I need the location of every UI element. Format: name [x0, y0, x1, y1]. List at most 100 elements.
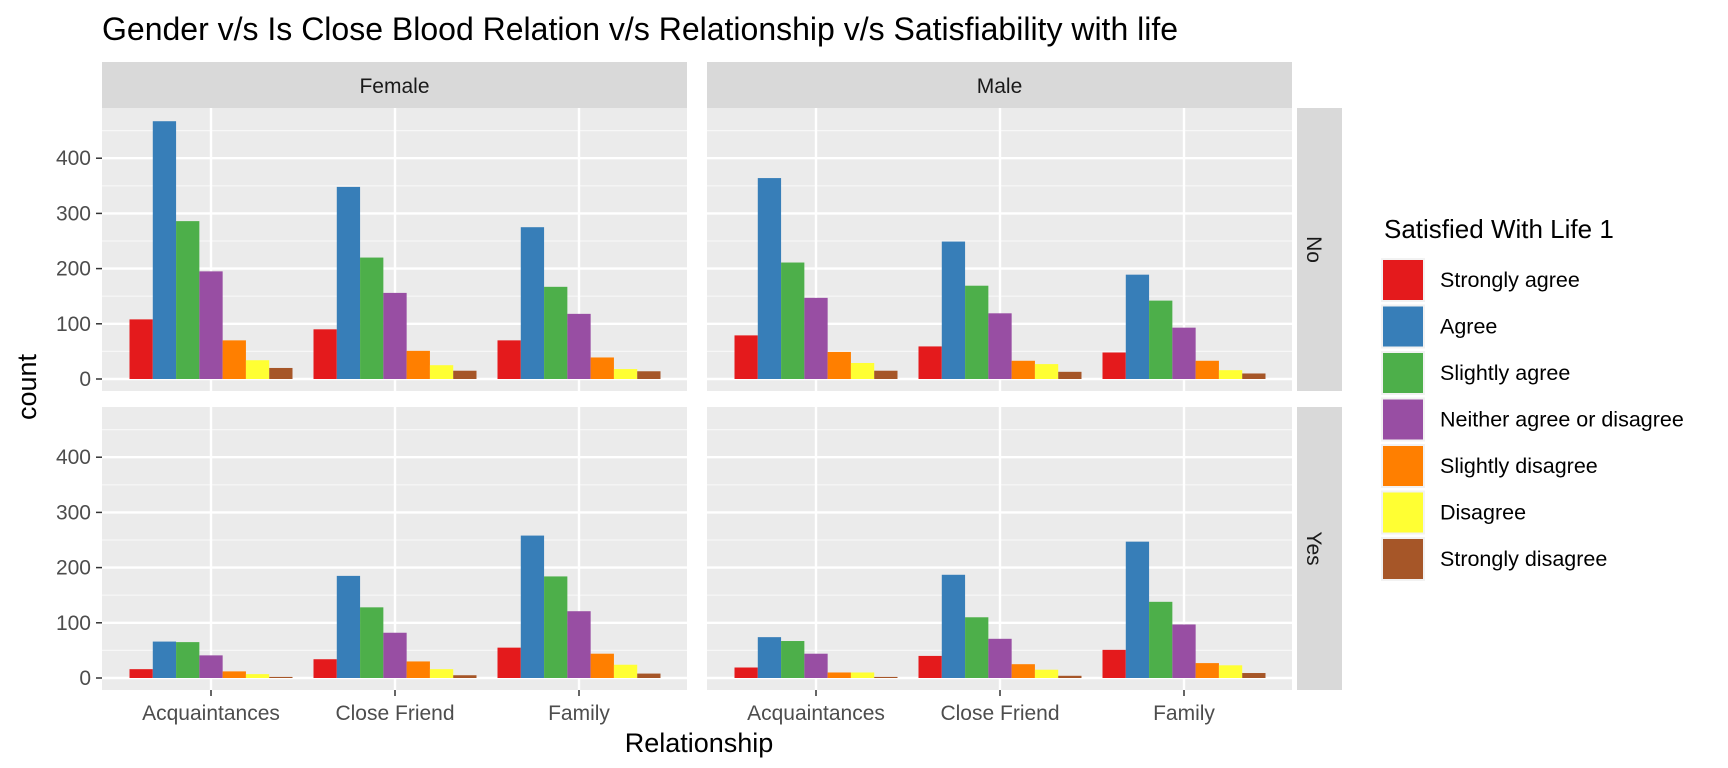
legend-swatch-agree [1383, 306, 1423, 347]
bar-male-no-acquaintances-strongly-disagree [874, 370, 898, 379]
bar-female-yes-close-friend-slightly-agree [360, 607, 384, 678]
bar-male-yes-family-slightly-disagree [1195, 663, 1219, 678]
y-tick-label: 200 [56, 557, 91, 580]
x-tick-label: Close Friend [335, 702, 454, 725]
bar-male-no-acquaintances-strongly-agree [734, 335, 758, 379]
bar-male-yes-acquaintances-agree [757, 637, 782, 678]
bar-female-yes-close-friend-agree [336, 575, 361, 678]
legend-swatch-neither-agree-or-disagree [1383, 399, 1423, 440]
bar-male-no-family-strongly-disagree [1242, 373, 1266, 379]
y-tick-label: 400 [56, 147, 91, 170]
bar-female-yes-close-friend-neither-agree-or-disagree [383, 632, 407, 678]
y-tick-label: 400 [56, 446, 91, 469]
x-tick-label: Family [1153, 702, 1215, 725]
bar-female-no-family-slightly-disagree [590, 357, 614, 379]
bar-male-no-close-friend-slightly-disagree [1011, 360, 1035, 379]
bar-female-yes-acquaintances-neither-agree-or-disagree [199, 655, 223, 678]
bar-male-yes-acquaintances-neither-agree-or-disagree [804, 653, 828, 678]
bar-male-no-close-friend-agree [941, 241, 966, 379]
bar-male-yes-family-agree [1125, 541, 1150, 678]
bar-female-yes-close-friend-strongly-disagree [453, 675, 477, 678]
bar-male-no-close-friend-slightly-agree [965, 285, 989, 379]
bar-male-yes-close-friend-slightly-agree [965, 617, 989, 678]
bar-female-no-family-strongly-agree [497, 340, 521, 379]
bar-female-no-family-neither-agree-or-disagree [567, 313, 591, 379]
facet-label-no: No [1302, 236, 1325, 263]
bar-male-yes-close-friend-strongly-agree [918, 655, 942, 678]
bar-female-no-acquaintances-neither-agree-or-disagree [199, 271, 223, 379]
bar-female-yes-close-friend-slightly-disagree [406, 661, 430, 678]
x-tick-label: Close Friend [940, 702, 1059, 725]
y-tick-label: 100 [56, 313, 91, 336]
bar-male-no-acquaintances-agree [757, 178, 782, 379]
legend-label-strongly-disagree: Strongly disagree [1440, 547, 1607, 571]
bar-male-no-close-friend-strongly-agree [918, 346, 942, 379]
bar-male-no-acquaintances-slightly-agree [781, 262, 805, 379]
y-tick-label: 0 [79, 368, 91, 391]
bar-female-yes-family-agree [520, 535, 545, 678]
bar-female-yes-family-neither-agree-or-disagree [567, 611, 591, 678]
y-tick-label: 200 [56, 258, 91, 281]
facet-label-female: Female [359, 75, 429, 98]
bar-male-no-family-agree [1125, 274, 1150, 379]
bar-male-yes-close-friend-neither-agree-or-disagree [988, 638, 1012, 678]
bar-male-yes-acquaintances-slightly-agree [781, 641, 805, 678]
facet-label-male: Male [977, 75, 1023, 98]
x-tick-label: Family [548, 702, 610, 725]
bar-female-yes-acquaintances-slightly-agree [176, 642, 200, 678]
bar-male-no-close-friend-strongly-disagree [1058, 371, 1082, 379]
legend-swatch-strongly-agree [1383, 260, 1423, 300]
y-tick-label: 100 [56, 612, 91, 635]
bar-male-no-acquaintances-slightly-disagree [827, 351, 851, 379]
bar-male-yes-close-friend-slightly-disagree [1011, 664, 1035, 678]
bar-female-no-acquaintances-disagree [245, 360, 270, 379]
x-tick-label: Acquaintances [747, 702, 885, 725]
bar-female-no-acquaintances-slightly-agree [176, 221, 200, 379]
bar-male-yes-close-friend-disagree [1034, 669, 1059, 678]
bar-female-no-family-disagree [613, 369, 638, 379]
bar-male-no-close-friend-neither-agree-or-disagree [988, 313, 1012, 379]
bar-female-yes-family-slightly-disagree [590, 653, 614, 678]
panels-layer: Female Male No Yes 0 100 200 300 400 0 100 200 300 40… [56, 62, 1342, 725]
legend-swatch-strongly-disagree [1383, 539, 1423, 579]
bar-female-yes-acquaintances-strongly-disagree [269, 676, 293, 678]
bar-male-no-family-slightly-disagree [1195, 360, 1219, 379]
bar-male-yes-acquaintances-slightly-disagree [827, 672, 851, 678]
bar-female-yes-family-strongly-disagree [637, 673, 661, 678]
bar-female-yes-acquaintances-agree [152, 641, 177, 678]
bar-male-yes-acquaintances-strongly-disagree [874, 676, 898, 678]
bar-male-no-acquaintances-disagree [850, 362, 875, 379]
facet-label-yes: Yes [1302, 531, 1325, 565]
legend-label-strongly-agree: Strongly agree [1440, 268, 1580, 292]
bar-male-no-family-neither-agree-or-disagree [1172, 327, 1196, 379]
bar-male-no-family-strongly-agree [1102, 352, 1126, 379]
legend-swatch-slightly-disagree [1383, 446, 1423, 486]
bar-female-yes-close-friend-disagree [429, 669, 454, 678]
bar-male-yes-close-friend-strongly-disagree [1058, 675, 1082, 678]
bar-female-no-close-friend-neither-agree-or-disagree [383, 292, 407, 379]
bar-female-no-close-friend-disagree [429, 365, 454, 379]
bar-female-no-family-slightly-agree [544, 286, 568, 379]
bar-female-no-close-friend-slightly-agree [360, 257, 384, 379]
bar-female-no-family-strongly-disagree [637, 371, 661, 379]
chart-title: Gender v/s Is Close Blood Relation v/s R… [102, 11, 1178, 47]
bar-male-no-close-friend-disagree [1034, 364, 1059, 379]
legend: Satisfied With Life 1 Strongly agree Agre… [1381, 214, 1684, 581]
bar-female-yes-acquaintances-slightly-disagree [222, 671, 246, 678]
bar-female-no-close-friend-strongly-disagree [453, 370, 477, 379]
bar-female-no-acquaintances-agree [152, 121, 177, 379]
facet-strip-no [1297, 108, 1342, 391]
bar-male-no-family-slightly-agree [1149, 300, 1173, 379]
bar-female-yes-close-friend-strongly-agree [313, 659, 337, 678]
bar-female-no-close-friend-strongly-agree [313, 329, 337, 379]
bar-male-yes-family-disagree [1218, 665, 1243, 678]
bar-female-no-close-friend-agree [336, 186, 361, 379]
bar-female-no-acquaintances-slightly-disagree [222, 340, 246, 379]
bar-male-no-acquaintances-neither-agree-or-disagree [804, 297, 828, 379]
bar-male-yes-family-strongly-disagree [1242, 673, 1266, 678]
y-tick-label: 300 [56, 202, 91, 225]
legend-title: Satisfied With Life 1 [1384, 214, 1614, 244]
bar-female-yes-acquaintances-disagree [245, 674, 270, 678]
bar-male-no-family-disagree [1218, 370, 1243, 379]
